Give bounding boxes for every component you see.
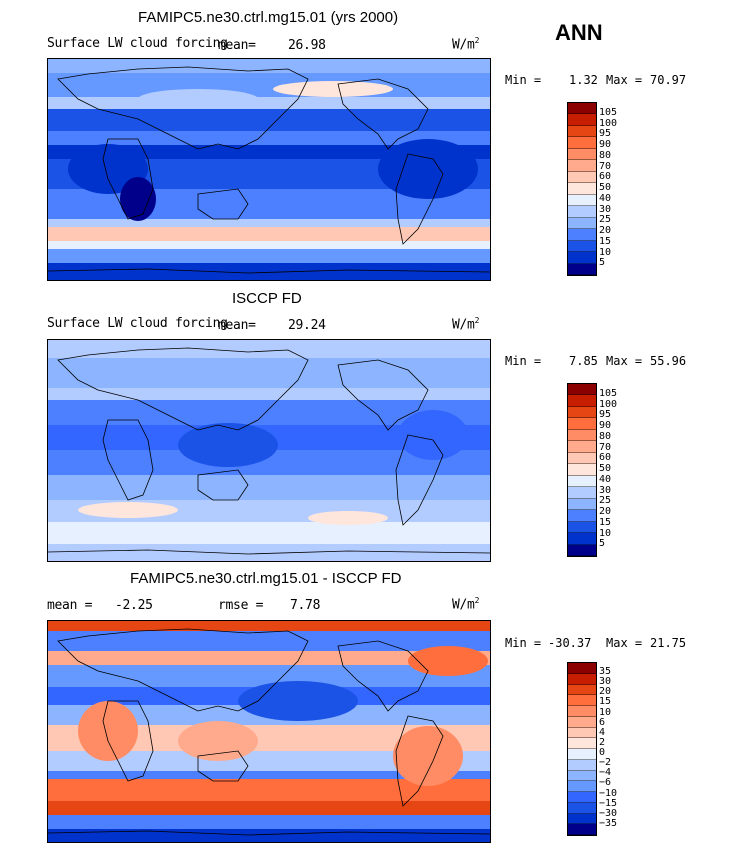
colorbar-label: 25 <box>599 495 612 507</box>
panel1-mean-label: mean= <box>218 38 256 53</box>
panel2-map <box>47 339 491 562</box>
panel1-units: W/m2 <box>452 36 480 53</box>
panel3-max-value: 21.75 <box>650 636 687 650</box>
panel3-min-label: Min = <box>505 636 542 650</box>
panel2-mean-label: mean= <box>218 318 256 333</box>
panel2-title: ISCCP FD <box>232 290 302 307</box>
colorbar-label: 70 <box>599 160 612 172</box>
panel1-min-value: 1.32 <box>569 73 598 87</box>
panel1-colorbar <box>567 102 597 276</box>
panel3-min-value: -30.37 <box>548 636 592 650</box>
colorbar-label: −6 <box>599 777 612 789</box>
colorbar-label: 30 <box>599 676 612 688</box>
panel2-mean-value: 29.24 <box>288 318 326 333</box>
colorbar-label: 2 <box>599 736 606 748</box>
colorbar-label: 40 <box>599 473 612 485</box>
colorbar-label: 30 <box>599 484 612 496</box>
colorbar-label: 50 <box>599 463 612 474</box>
colorbar-label: 35 <box>599 666 612 678</box>
panel2-map-svg <box>48 340 490 561</box>
panel2-max-label: Max = <box>606 354 643 368</box>
colorbar-label: 95 <box>599 409 612 421</box>
panel1-mean-value: 26.98 <box>288 38 326 53</box>
panel2-subtitle: Surface LW cloud forcing <box>47 316 228 331</box>
colorbar-label: 100 <box>599 398 618 410</box>
colorbar-label: 20 <box>599 506 612 517</box>
colorbar-label: 70 <box>599 441 612 453</box>
panel2-min-value: 7.85 <box>569 354 598 368</box>
panel3-map <box>47 620 491 843</box>
panel3-rmse-label: rmse = <box>218 598 264 613</box>
colorbar-label: 105 <box>599 387 618 399</box>
colorbar-label: 100 <box>599 117 618 129</box>
colorbar-label: 15 <box>599 696 612 708</box>
panel1-max-label: Max = <box>606 73 643 87</box>
colorbar-label: −2 <box>599 757 612 769</box>
colorbar-label: −35 <box>599 817 618 829</box>
colorbar-label: 10 <box>599 246 612 258</box>
colorbar-label: 40 <box>599 192 612 204</box>
colorbar-label: 50 <box>599 182 612 193</box>
colorbar-label: 10 <box>599 527 612 539</box>
colorbar-label: 5 <box>599 538 606 550</box>
panel1-subtitle: Surface LW cloud forcing <box>47 36 228 51</box>
colorbar-label: 60 <box>599 452 612 464</box>
colorbar-label: 90 <box>599 139 612 150</box>
panel2-colorbar <box>567 383 597 557</box>
season-label: ANN <box>555 20 603 45</box>
panel1-min-label: Min = <box>505 73 542 87</box>
colorbar-label: 20 <box>599 686 612 698</box>
colorbar-label: 80 <box>599 149 612 161</box>
colorbar-label: 95 <box>599 128 612 140</box>
colorbar-label: 5 <box>599 257 606 269</box>
colorbar-label: 30 <box>599 203 612 215</box>
colorbar-label: 10 <box>599 706 612 718</box>
panel1-map-svg <box>48 59 490 280</box>
panel1-map <box>47 58 491 281</box>
colorbar-label: 80 <box>599 430 612 442</box>
colorbar-label: −10 <box>599 787 618 799</box>
panel1-max-value: 70.97 <box>650 73 687 87</box>
panel3-units: W/m2 <box>452 596 480 613</box>
colorbar-label: −4 <box>599 767 612 779</box>
colorbar-label: 15 <box>599 516 612 528</box>
panel2-min-label: Min = <box>505 354 542 368</box>
colorbar-label: 60 <box>599 171 612 183</box>
colorbar-label: 4 <box>599 726 606 738</box>
colorbar-label: −15 <box>599 797 618 809</box>
colorbar-label: 15 <box>599 235 612 247</box>
colorbar-label: 6 <box>599 716 606 728</box>
colorbar-label: −30 <box>599 807 618 819</box>
panel3-rmse-value: 7.78 <box>290 598 321 613</box>
panel3-title: FAMIPC5.ne30.ctrl.mg15.01 - ISCCP FD <box>130 570 402 587</box>
panel2-coastlines <box>48 347 490 555</box>
panel3-map-svg <box>48 621 490 842</box>
panel3-max-label: Max = <box>606 636 643 650</box>
panel3-colorbar <box>567 662 597 836</box>
panel3-coastlines <box>48 628 490 836</box>
panel3-mean-value: -2.25 <box>115 598 153 613</box>
colorbar-label: 25 <box>599 214 612 226</box>
colorbar-label: 105 <box>599 106 618 118</box>
colorbar-label: 90 <box>599 420 612 431</box>
panel2-max-value: 55.96 <box>650 354 687 368</box>
colorbar-label: 0 <box>599 747 606 759</box>
panel3-mean-label: mean = <box>47 598 93 613</box>
panel1-title: FAMIPC5.ne30.ctrl.mg15.01 (yrs 2000) <box>138 9 399 26</box>
panel2-units: W/m2 <box>452 316 480 333</box>
colorbar-label: 20 <box>599 225 612 236</box>
panel1-coastlines <box>48 66 490 274</box>
